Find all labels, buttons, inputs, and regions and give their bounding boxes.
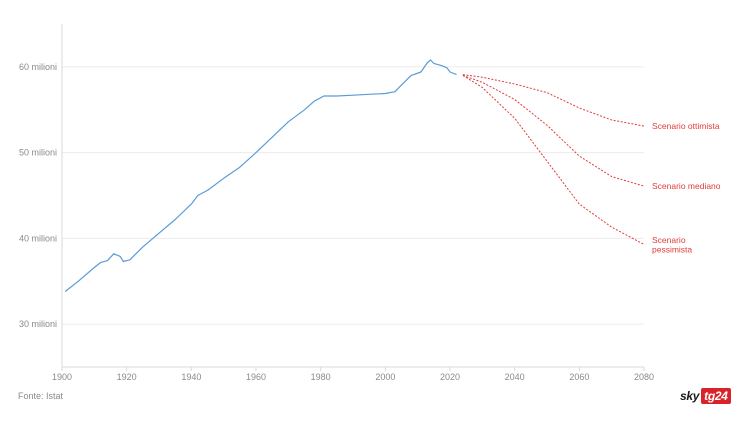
y-tick-labels: 30 milioni 40 milioni 50 milioni 60 milioni: [19, 62, 57, 329]
series-lines: [64, 59, 645, 292]
scenario-mediano-line: [462, 74, 645, 187]
scenario-mediano-label: Scenario mediano: [652, 181, 721, 191]
x-tick-label: 2040: [505, 372, 525, 382]
axes: [61, 24, 645, 371]
scenario-pessimista-line: [462, 74, 645, 245]
y-tick-label: 60 milioni: [19, 62, 57, 72]
x-tick-label: 2020: [440, 372, 460, 382]
x-tick-label: 1960: [246, 372, 266, 382]
historical-population-line: [64, 59, 457, 292]
x-tick-label: 1940: [181, 372, 201, 382]
scenario-ottimista-label: Scenario ottimista: [652, 121, 720, 131]
x-tick-labels: 1900 1920 1940 1960 1980 2000 2020 2040 2060 2080: [52, 372, 654, 382]
scenario-labels: Scenario ottimista Scenario mediano Scenar…: [652, 121, 721, 254]
y-tick-label: 30 milioni: [19, 319, 57, 329]
logo-tg24-text: tg24: [701, 388, 731, 404]
x-tick-label: 2080: [634, 372, 654, 382]
x-tick-label: 1900: [52, 372, 72, 382]
x-tick-label: 2060: [569, 372, 589, 382]
logo-sky-text: sky: [680, 389, 700, 403]
x-tick-label: 2000: [375, 372, 395, 382]
y-tick-label: 40 milioni: [19, 233, 57, 243]
scenario-pessimista-label: Scenario pessimista: [652, 235, 692, 255]
x-tick-label: 1920: [117, 372, 137, 382]
x-tick-label: 1980: [311, 372, 331, 382]
gridlines: [62, 66, 644, 325]
y-tick-label: 50 milioni: [19, 148, 57, 158]
scenario-ottimista-line: [462, 74, 645, 127]
skytg24-logo: sky tg24: [680, 388, 731, 404]
source-note: Fonte: Istat: [18, 391, 64, 401]
